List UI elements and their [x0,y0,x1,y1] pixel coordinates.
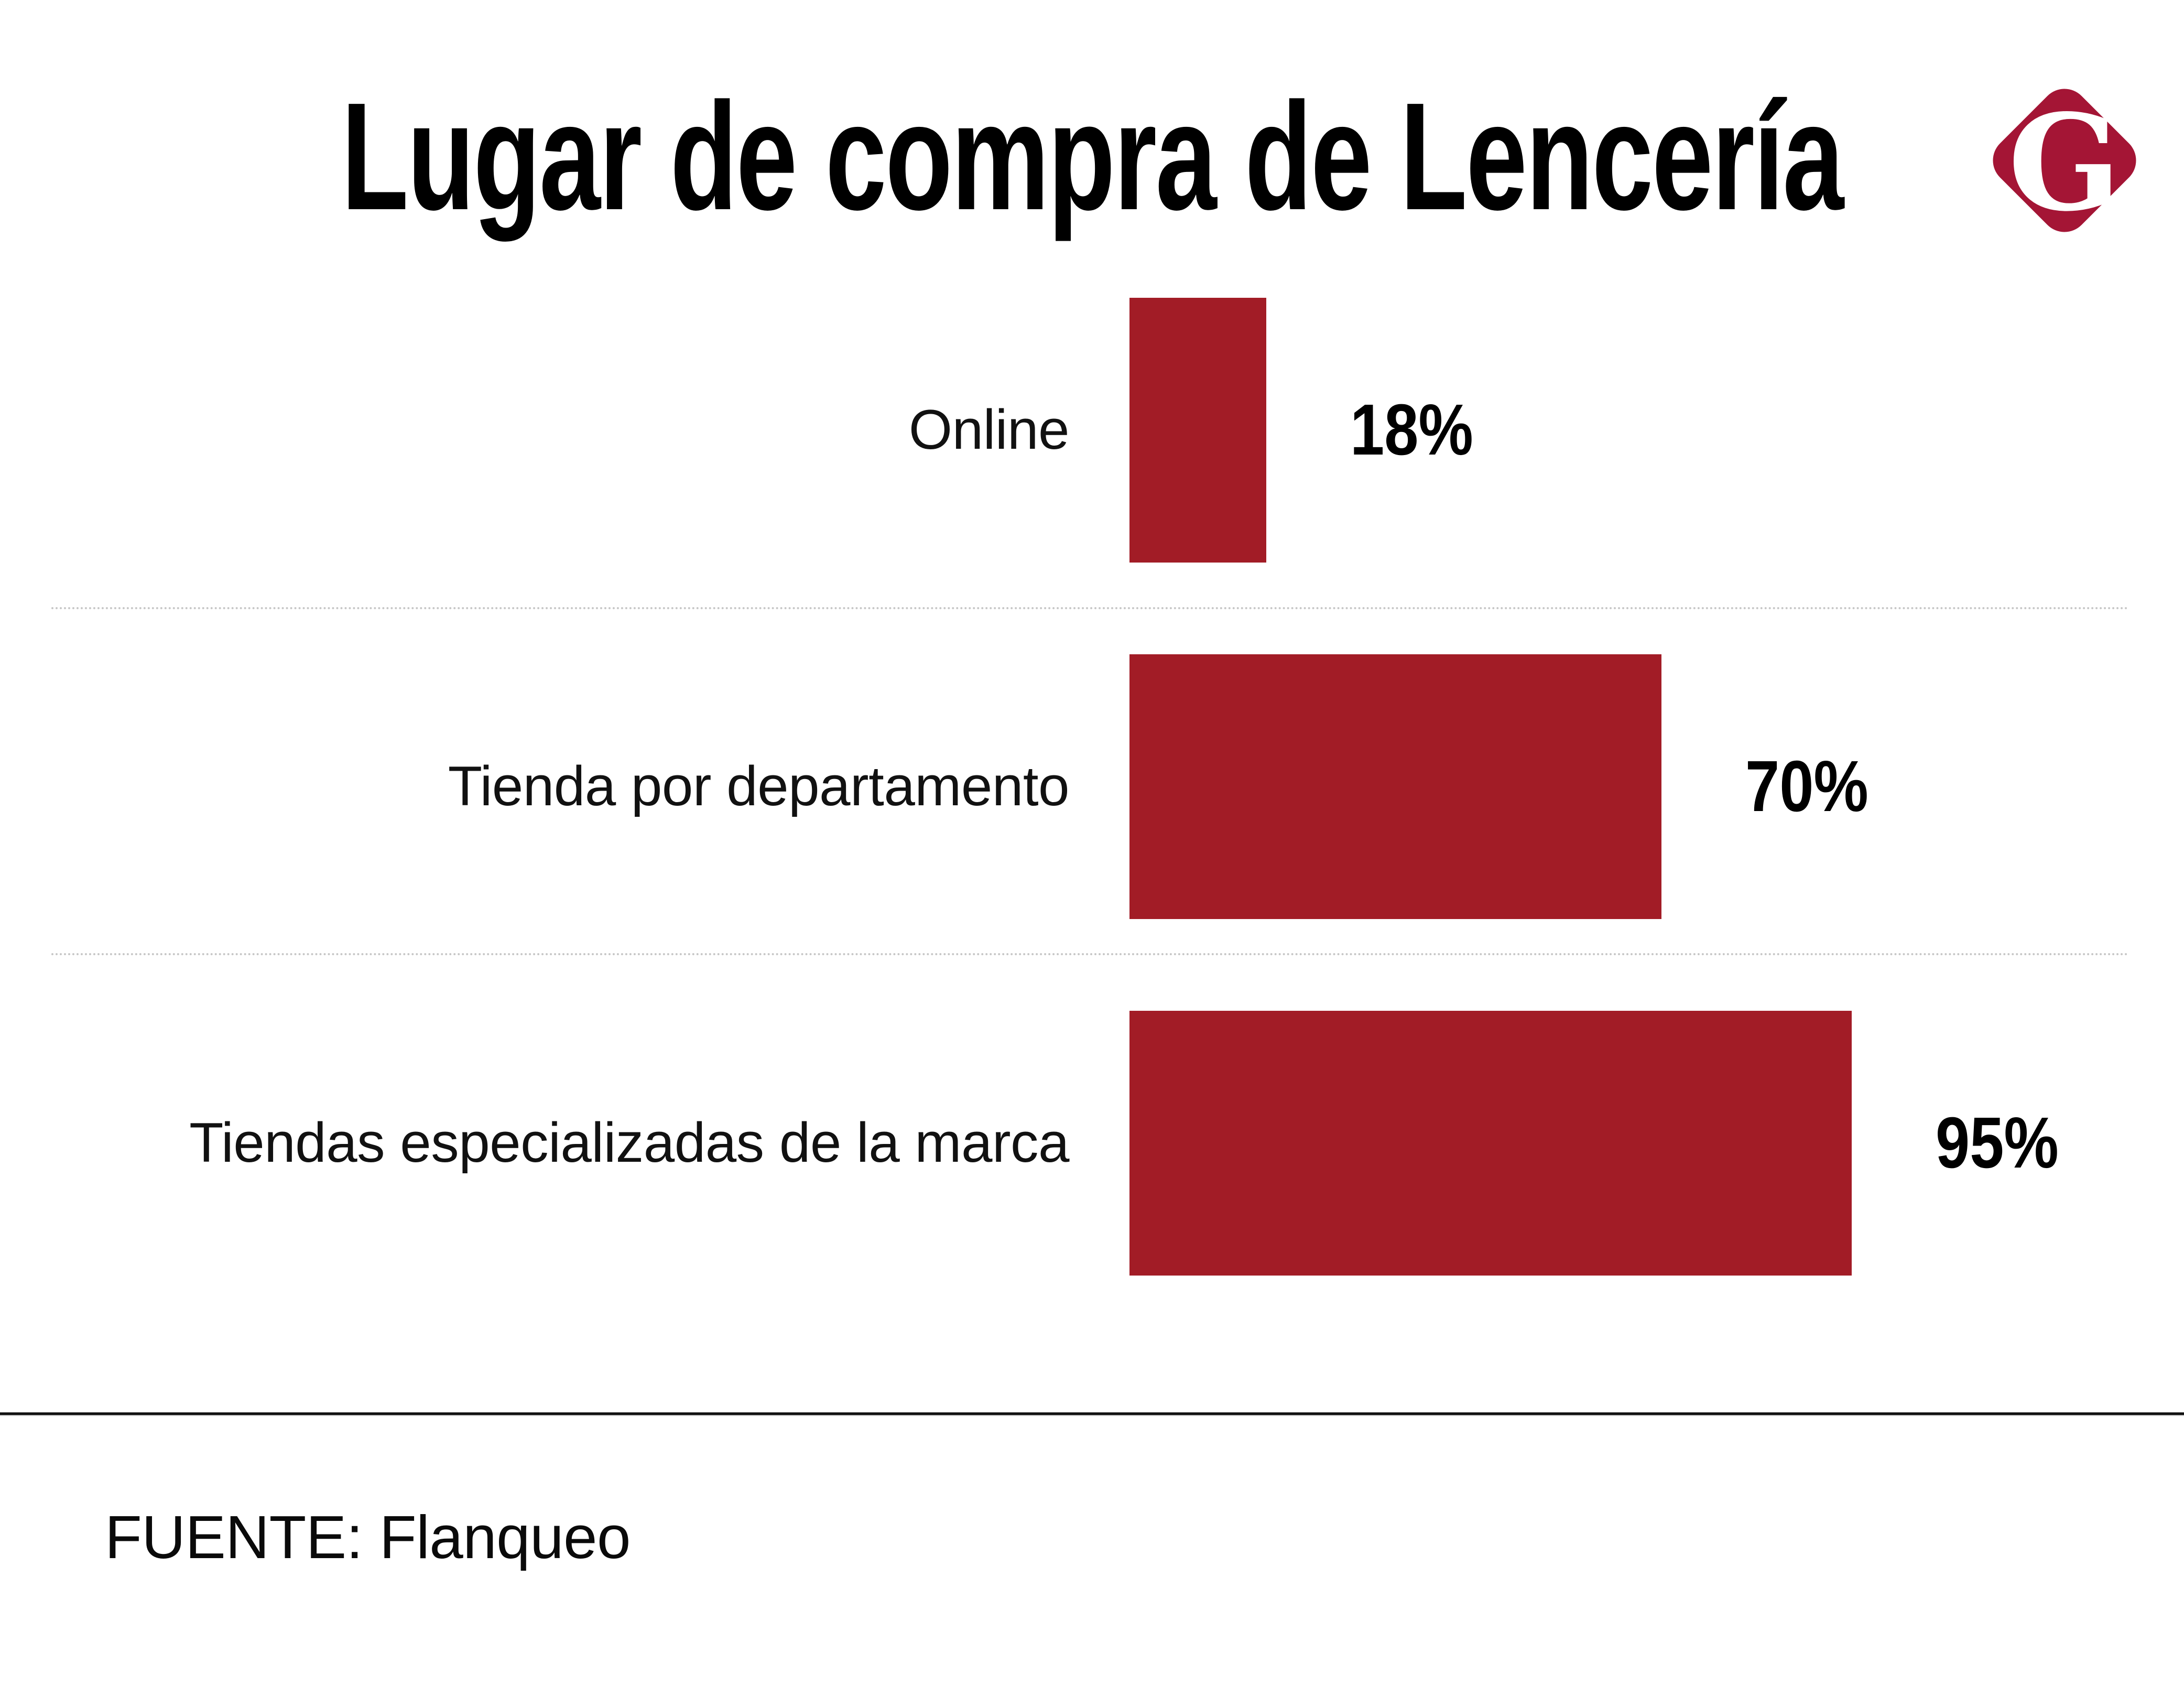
footer-divider [0,1412,2184,1416]
category-label: Tienda por departamento [448,754,1070,818]
bar-row: Tienda por departamento 70% [0,608,2184,965]
bar [1129,297,1266,563]
bar [1129,654,1661,919]
source-credit: FUENTE: Flanqueo [105,1503,631,1571]
bar-row: Online 18% [0,252,2184,608]
bar [1129,1010,1852,1276]
row-separator [51,953,2129,955]
category-label: Tiendas especializadas de la marca [189,1111,1069,1174]
value-label: 95% [1935,1102,2059,1183]
value-label: 70% [1745,746,1868,827]
category-label: Online [908,398,1070,461]
bar-track: 70% [1129,608,2184,965]
bar-chart: Online 18% Tienda por departamento 70% Tiend… [0,252,2184,1321]
bar-track: 18% [1129,252,2184,608]
bar-track: 95% [1129,965,2184,1321]
brand-logo: G [1983,79,2146,242]
value-label: 18% [1350,389,1473,470]
logo-letter-g: G [2008,85,2121,241]
bar-row: Tiendas especializadas de la marca 95% [0,965,2184,1321]
row-separator [51,607,2129,609]
chart-title: Lugar de compra de Lencería [341,71,1844,242]
